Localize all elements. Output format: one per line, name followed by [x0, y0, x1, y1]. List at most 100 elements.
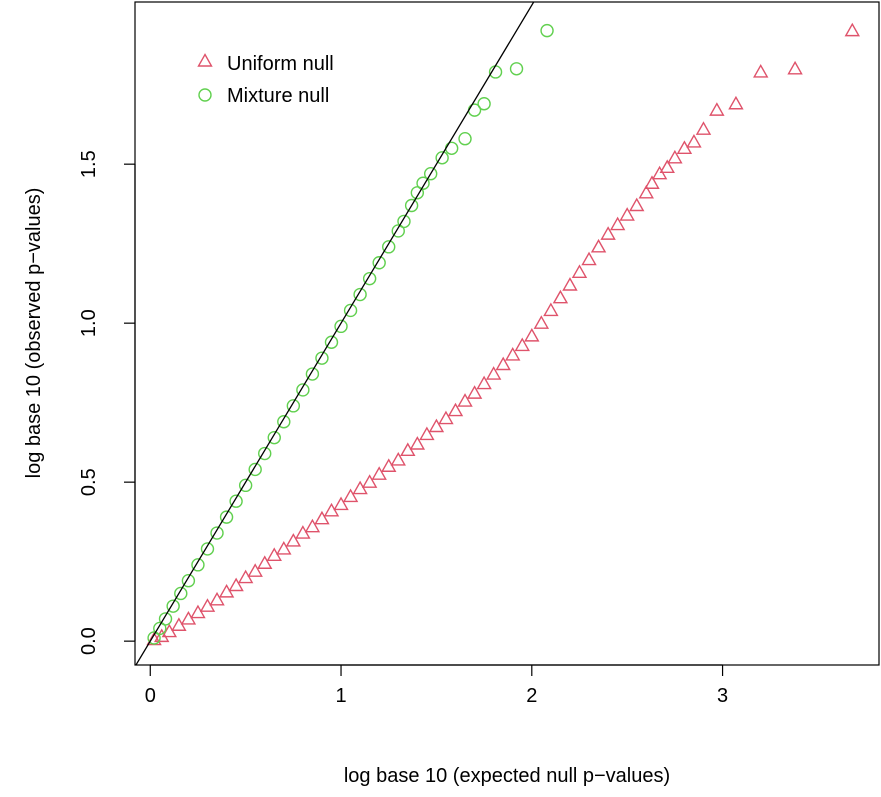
triangle-point [247, 563, 263, 577]
circle-point [277, 415, 291, 429]
triangle-point [667, 149, 683, 164]
legend-label-mixture-null: Mixture null [227, 85, 329, 107]
y-tick-label: 1.0 [78, 309, 100, 337]
triangle-point [333, 496, 349, 511]
triangle-point [695, 121, 712, 135]
circle-point [435, 151, 449, 165]
series-layer [146, 22, 860, 646]
x-axis: 0 1 2 3 [145, 664, 728, 707]
triangle-point [552, 289, 569, 304]
x-tick-label: 2 [526, 685, 537, 707]
series-uniform-null [146, 22, 860, 646]
triangle-point [257, 555, 273, 569]
circle-point [509, 62, 524, 76]
triangle-point [457, 393, 473, 407]
triangle-point [581, 251, 597, 266]
circle-point [286, 399, 301, 413]
circle-point [191, 558, 205, 572]
circle-point [404, 198, 419, 213]
y-axis-title: log base 10 (observed p−values) [23, 188, 45, 479]
triangle-point [371, 466, 387, 480]
triangle-point [619, 207, 635, 221]
triangle-point [753, 64, 769, 78]
y-tick-label: 0.5 [78, 468, 100, 496]
circle-point [362, 271, 377, 286]
x-axis-title: log base 10 (expected null p−values) [344, 765, 670, 787]
x-tick-label: 3 [717, 685, 728, 707]
triangle-point [361, 474, 378, 488]
circle-point [540, 23, 554, 38]
circle-point [416, 176, 430, 190]
circle-point [200, 542, 215, 556]
triangle-point [844, 22, 860, 37]
triangle-point [609, 216, 626, 231]
y-tick-label: 0.0 [78, 627, 100, 655]
triangle-point [644, 175, 660, 189]
reference-line [135, 2, 535, 665]
legend-marker-mixture-null [198, 88, 212, 102]
legend-marker-uniform-null [197, 53, 213, 67]
triangle-point [154, 628, 170, 643]
triangle-point [562, 277, 578, 291]
triangle-point [495, 356, 511, 371]
series-mixture-null [147, 23, 554, 645]
circle-point [343, 303, 358, 318]
triangle-point [787, 60, 803, 75]
y-axis: 0.0 0.5 1.0 1.5 [78, 150, 136, 655]
triangle-point [533, 315, 550, 329]
circle-point [296, 383, 310, 397]
circle-point [181, 574, 196, 588]
circle-point [229, 494, 243, 508]
triangle-point [590, 238, 607, 253]
triangle-point [419, 426, 435, 441]
x-tick-label: 0 [145, 685, 156, 707]
triangle-point [409, 436, 426, 450]
circle-point [334, 319, 348, 334]
triangle-point [600, 226, 616, 240]
triangle-point [728, 95, 744, 110]
circle-point [477, 97, 491, 111]
triangle-point [304, 518, 321, 533]
circle-point [174, 586, 188, 601]
circle-point [458, 132, 472, 146]
triangle-point [466, 385, 483, 399]
triangle-point [276, 541, 292, 555]
triangle-point [447, 402, 464, 417]
y-tick-label: 1.5 [78, 150, 100, 178]
triangle-point [686, 133, 702, 148]
circle-point [353, 287, 367, 302]
triangle-point [438, 410, 454, 425]
triangle-point [485, 366, 502, 380]
triangle-point [659, 159, 675, 174]
triangle-point [505, 347, 521, 361]
triangle-point [209, 591, 225, 606]
triangle-point [543, 302, 559, 317]
circle-point [423, 167, 438, 181]
triangle-point [390, 451, 406, 466]
circle-point [444, 141, 459, 155]
triangle-point [314, 510, 330, 525]
legend-label-uniform-null: Uniform null [227, 53, 334, 75]
circle-point [391, 224, 405, 238]
triangle-point [285, 533, 302, 547]
circle-point [166, 599, 180, 613]
triangle-point [428, 418, 445, 433]
circle-point [315, 351, 329, 365]
circle-point [153, 621, 167, 636]
circle-point [324, 335, 339, 349]
triangle-point [709, 102, 725, 116]
circle-point [382, 240, 396, 254]
triangle-point [342, 488, 359, 503]
circle-point [267, 430, 281, 445]
triangle-point [476, 375, 492, 390]
circle-point [210, 526, 224, 540]
circle-point [248, 462, 262, 477]
circle-point [238, 478, 253, 493]
x-tick-label: 1 [335, 685, 346, 707]
circle-point [258, 446, 272, 461]
circle-point [219, 510, 234, 524]
triangle-point [629, 197, 645, 212]
triangle-point [571, 264, 588, 278]
triangle-point [524, 327, 540, 342]
